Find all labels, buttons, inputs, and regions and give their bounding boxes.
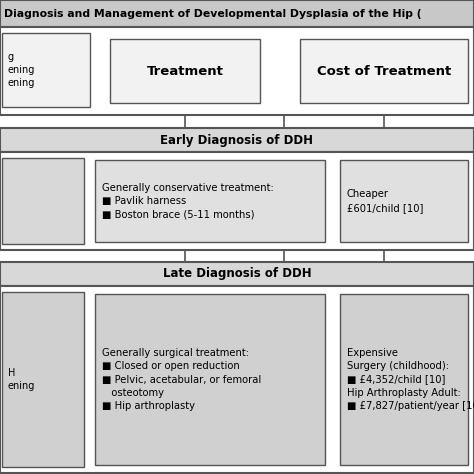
Text: H
ening: H ening [8,368,36,391]
Bar [0,128,474,152]
Bar [95,294,325,465]
Bar [0,152,474,250]
Text: Early Diagnosis of DDH: Early Diagnosis of DDH [161,134,313,146]
Bar [0,27,474,115]
Text: Expensive
Surgery (childhood):
■ £4,352/child [10]
Hip Arthroplasty Adult:
■ £7,: Expensive Surgery (childhood): ■ £4,352/… [347,348,474,411]
Bar [0,286,474,473]
Text: g
ening
ening: g ening ening [8,52,36,88]
Text: Treatment: Treatment [146,64,223,78]
Bar [0,0,474,27]
Text: Cost of Treatment: Cost of Treatment [317,64,451,78]
Bar [300,39,468,103]
Bar [2,33,90,107]
Text: Late Diagnosis of DDH: Late Diagnosis of DDH [163,267,311,281]
Text: Cheaper
£601/child [10]: Cheaper £601/child [10] [347,190,423,213]
Bar [95,160,325,242]
Bar [110,39,260,103]
Bar [2,158,84,244]
Text: Diagnosis and Management of Developmental Dysplasia of the Hip (: Diagnosis and Management of Developmenta… [4,9,422,18]
Text: Generally conservative treatment:
■ Pavlik harness
■ Boston brace (5-11 months): Generally conservative treatment: ■ Pavl… [102,183,274,219]
Bar [340,294,468,465]
Bar [0,262,474,286]
Bar [2,292,84,467]
Text: Generally surgical treatment:
■ Closed or open reduction
■ Pelvic, acetabular, o: Generally surgical treatment: ■ Closed o… [102,348,261,411]
Bar [340,160,468,242]
